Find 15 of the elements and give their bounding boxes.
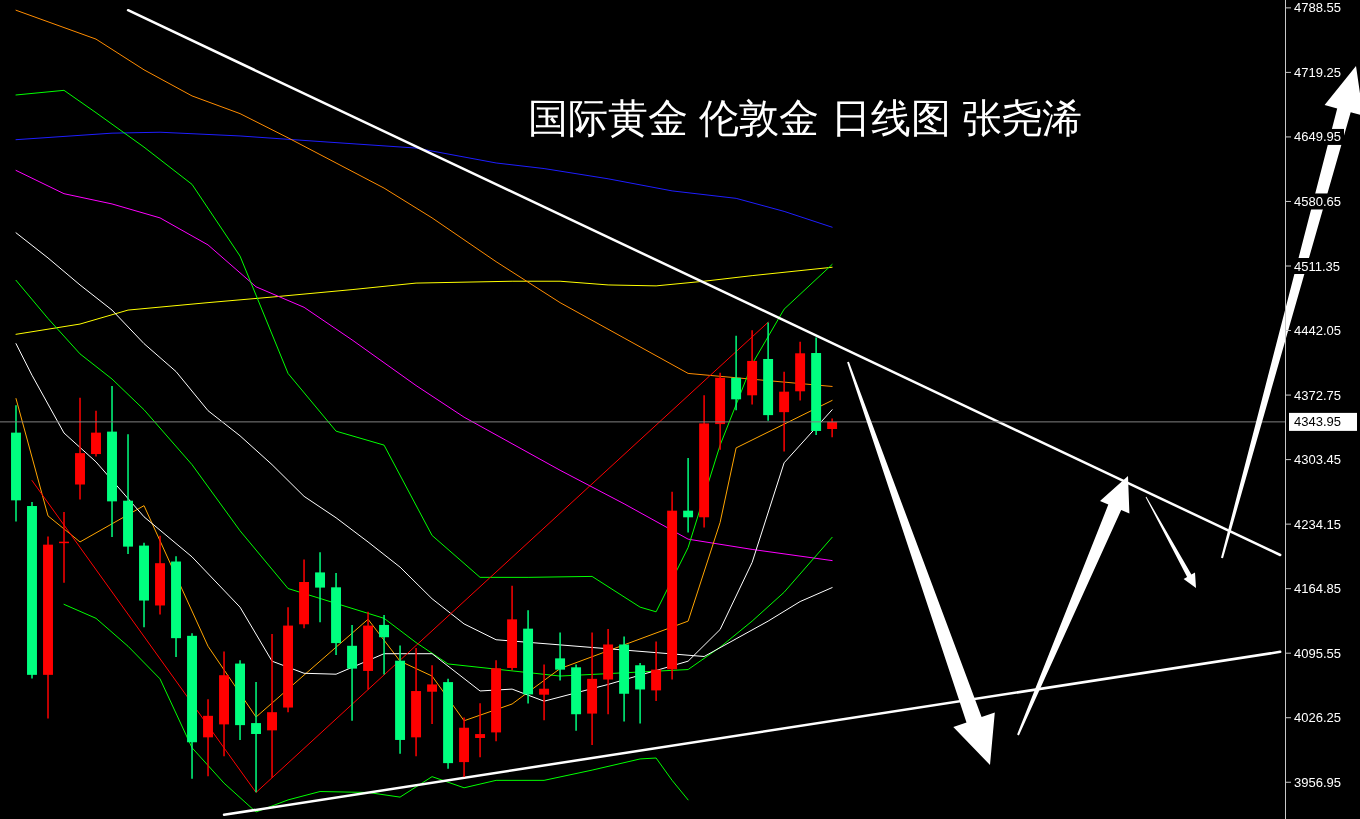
text: 国际黄金 伦敦金 日线图 张尧浠 [528,96,1082,140]
y-tick-label: 4580.65 [1294,193,1341,209]
y-tick-label: 4788.55 [1294,0,1341,16]
y-tick-label: 4511.35 [1294,258,1341,274]
y-tick-label: 3956.95 [1294,774,1341,790]
y-tick-label: 4303.45 [1294,452,1341,468]
y-tick-label: 4234.15 [1294,516,1341,532]
y-tick-label: 4649.95 [1294,129,1341,145]
y-tick-label: 4372.75 [1294,387,1341,403]
y-tick-label: 4026.25 [1294,710,1341,726]
y-tick-label: 4095.55 [1294,645,1341,661]
y-tick-label: 4442.05 [1294,323,1341,339]
ref-line-label: 4343.95 [1294,414,1341,430]
y-tick-label: 4719.25 [1294,64,1341,80]
y-tick-label: 4164.85 [1294,581,1341,597]
